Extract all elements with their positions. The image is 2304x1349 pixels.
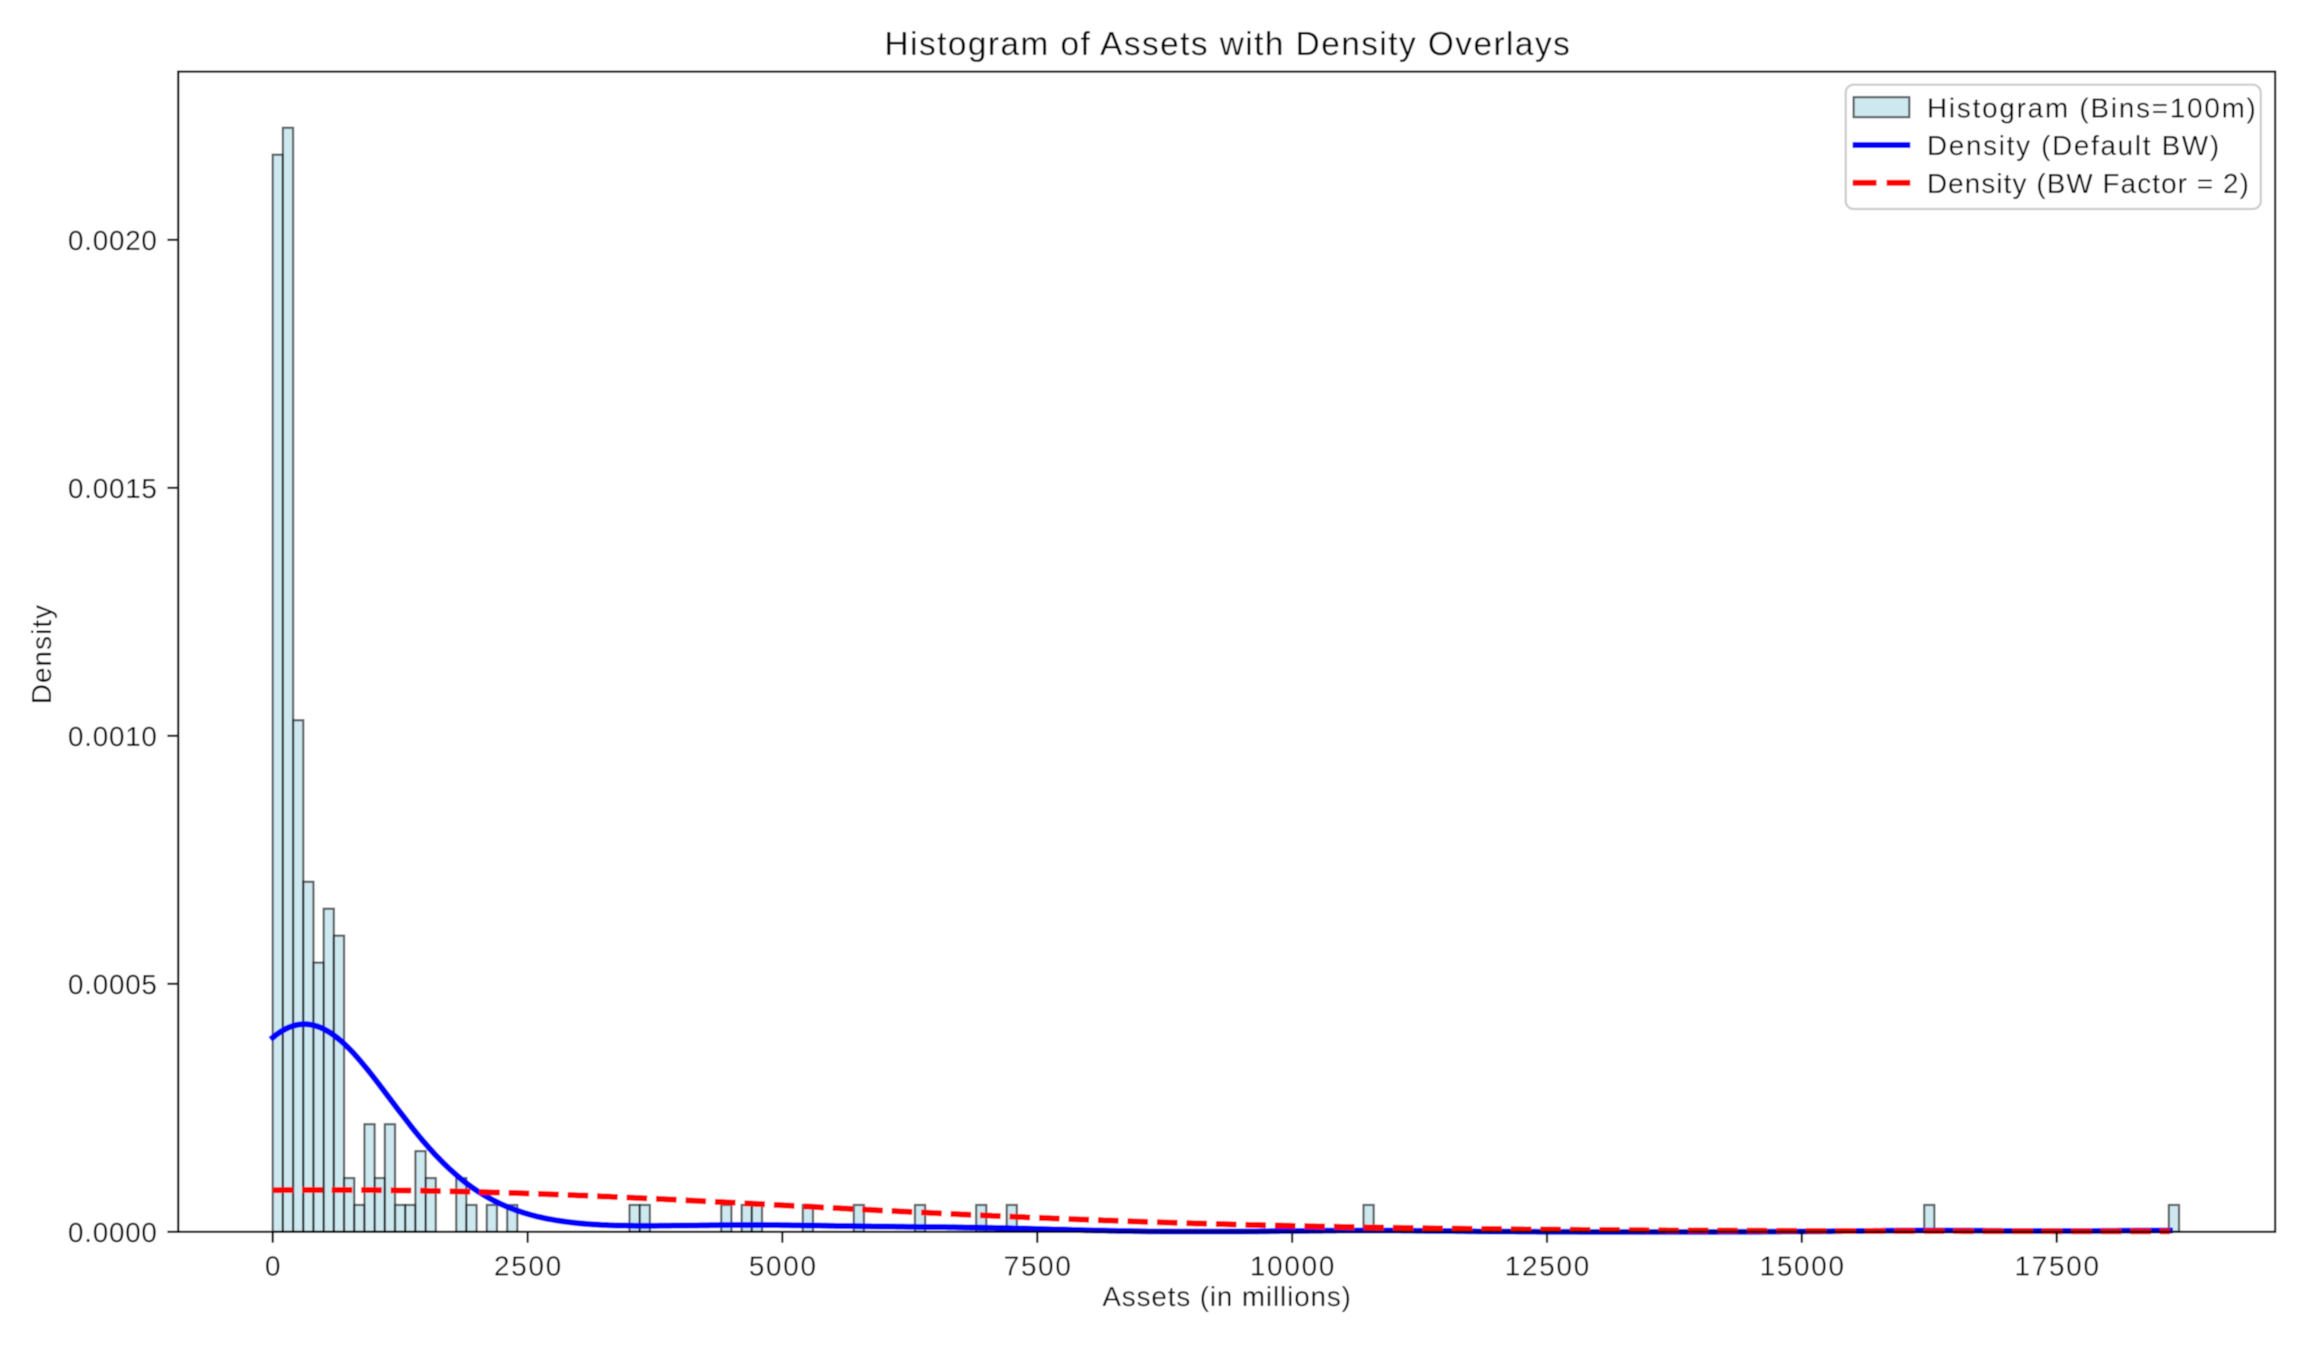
svg-text:12500: 12500 [1505,1250,1591,1281]
svg-text:Assets (in millions): Assets (in millions) [1102,1281,1351,1312]
svg-text:Histogram of Assets with Densi: Histogram of Assets with Density Overlay… [885,26,1572,63]
svg-text:0.0010: 0.0010 [68,721,158,752]
svg-text:0.0015: 0.0015 [68,473,158,504]
svg-text:5000: 5000 [749,1250,818,1281]
svg-text:0.0000: 0.0000 [68,1217,158,1248]
svg-text:2500: 2500 [494,1250,563,1281]
svg-text:17500: 17500 [2014,1250,2100,1281]
svg-text:7500: 7500 [1004,1250,1073,1281]
svg-text:0: 0 [265,1250,282,1281]
svg-text:Density (BW Factor = 2): Density (BW Factor = 2) [1927,168,2250,199]
svg-text:0.0005: 0.0005 [68,969,158,1000]
svg-text:15000: 15000 [1760,1250,1846,1281]
svg-text:Histogram (Bins=100m): Histogram (Bins=100m) [1927,92,2258,123]
svg-text:Density (Default BW): Density (Default BW) [1927,130,2221,161]
svg-text:10000: 10000 [1250,1250,1336,1281]
svg-text:Density: Density [26,604,57,704]
svg-text:0.0020: 0.0020 [68,225,158,256]
